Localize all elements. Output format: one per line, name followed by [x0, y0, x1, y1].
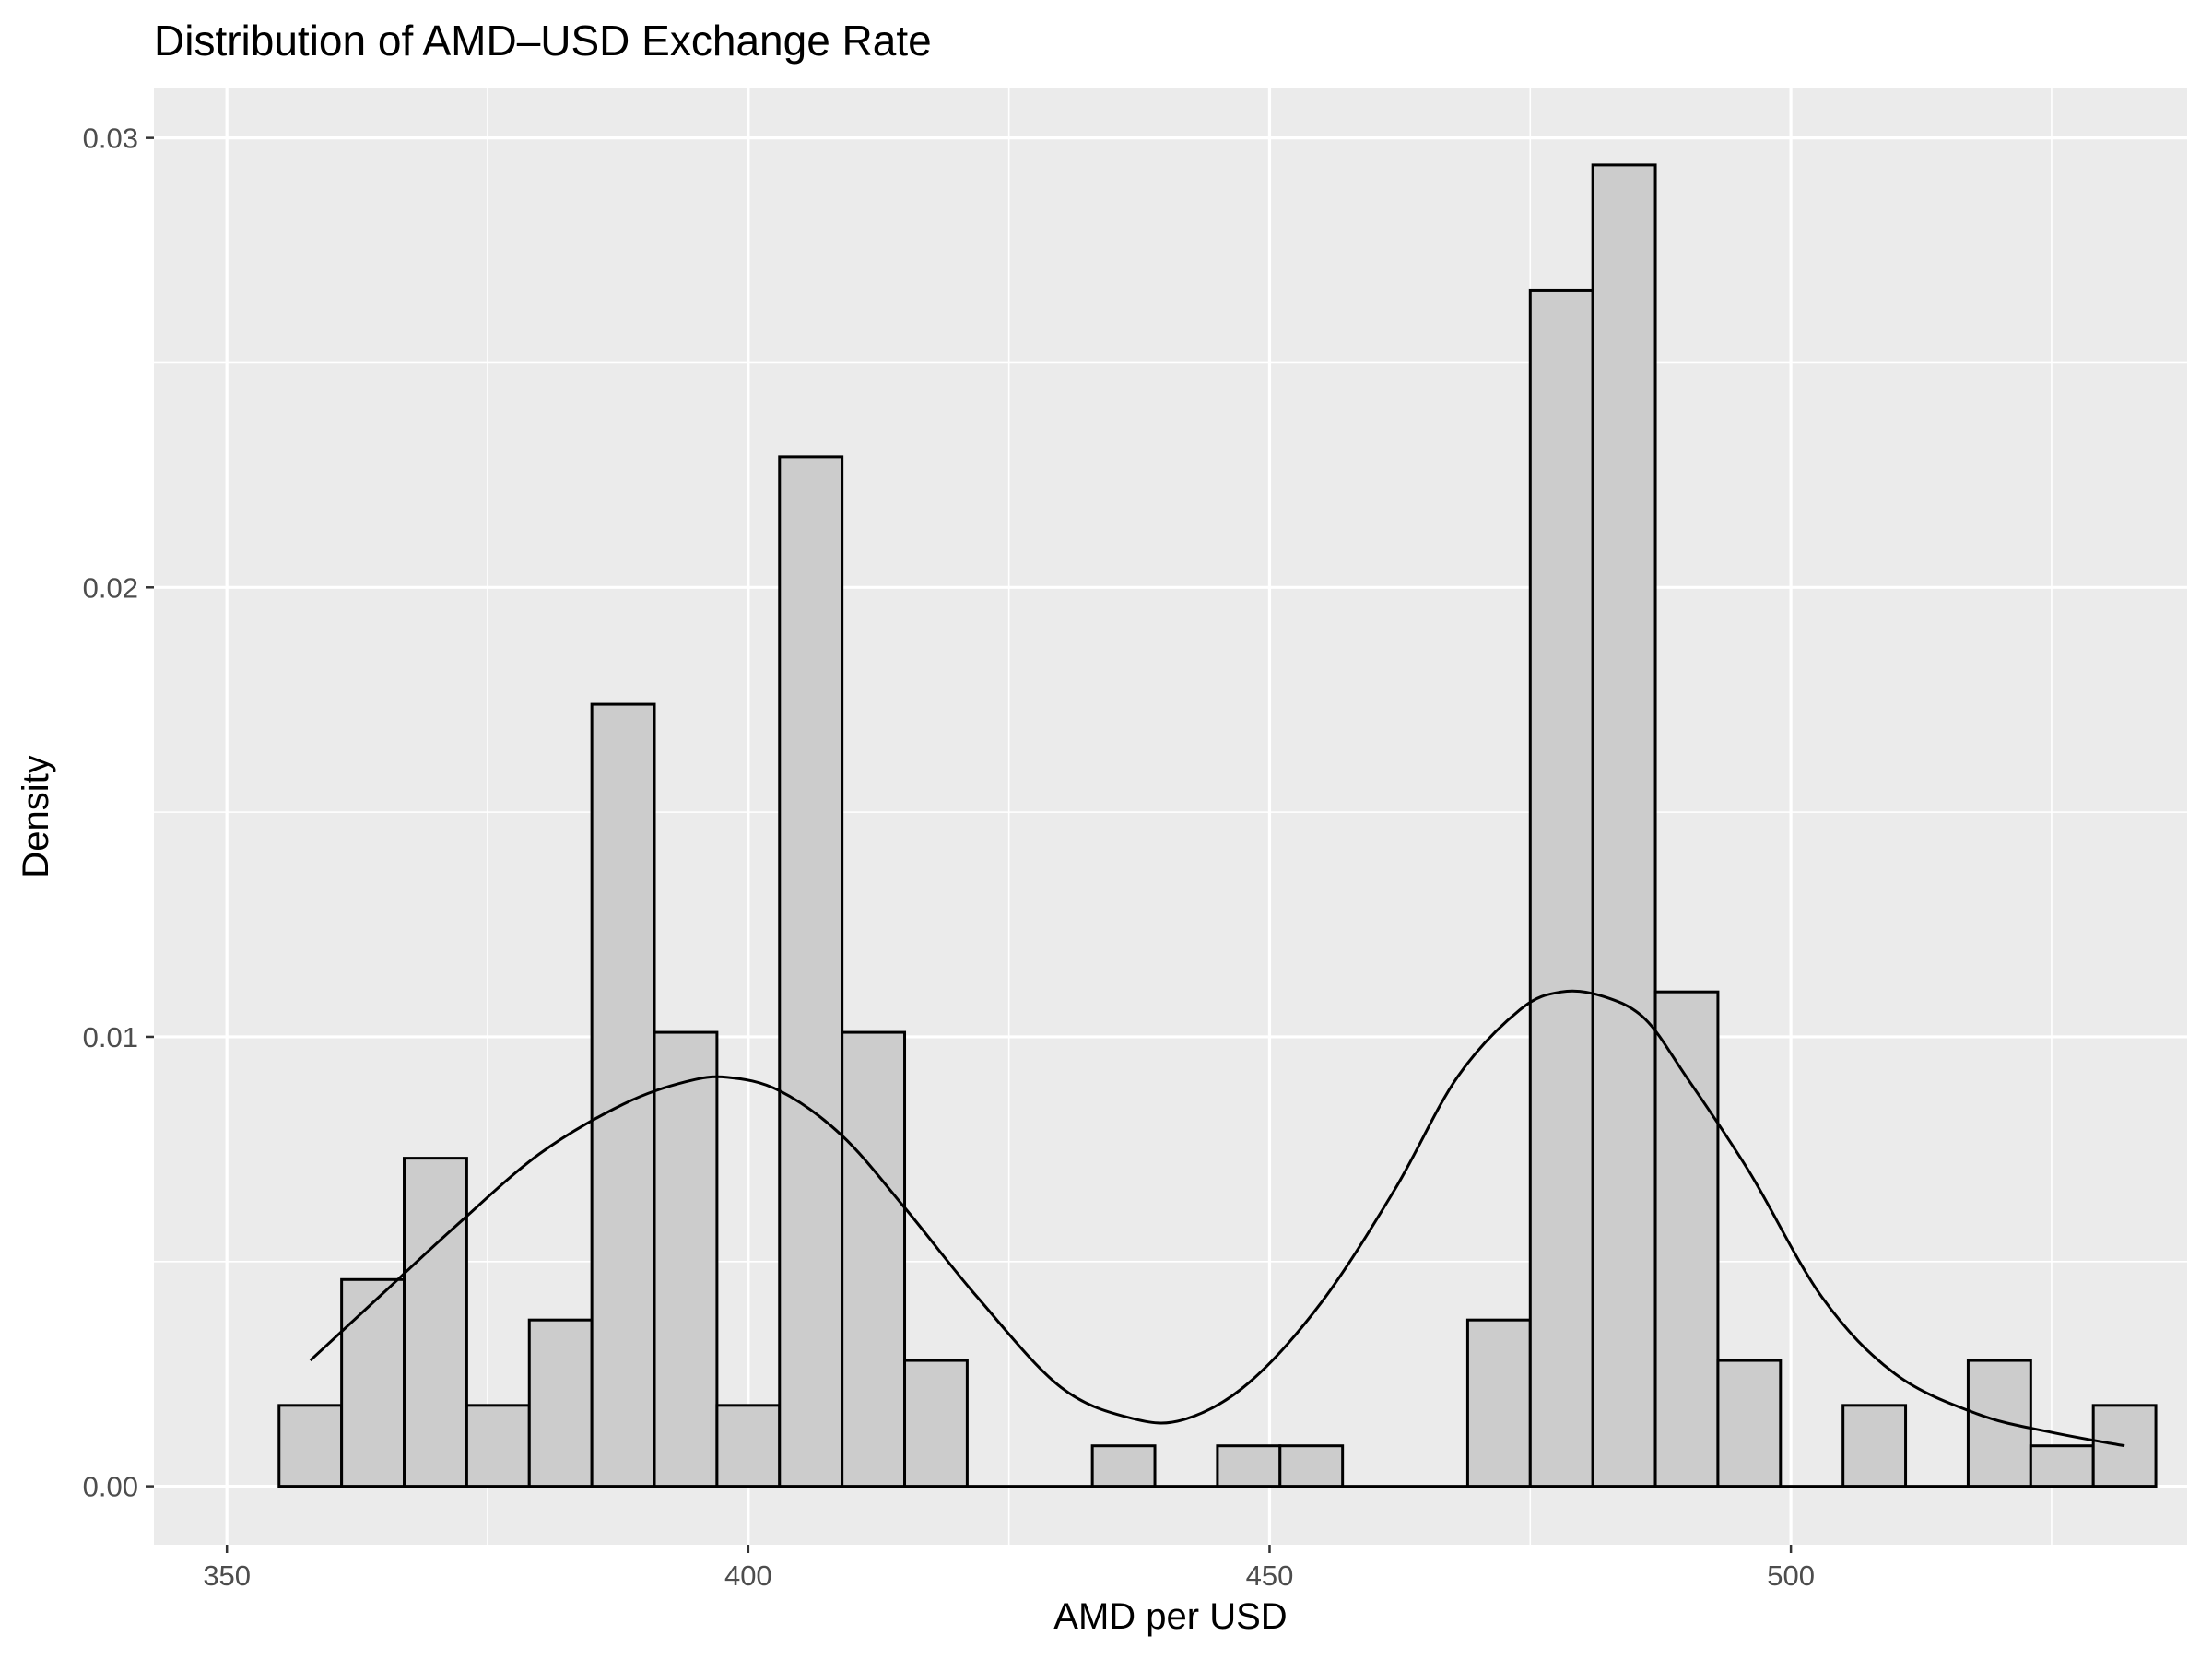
histogram-bar — [1653, 990, 1720, 1488]
histogram-bar — [1716, 1359, 1783, 1488]
histogram-bar — [1841, 1404, 1908, 1488]
y-tick-label: 0.03 — [83, 123, 138, 155]
histogram-bar — [903, 1359, 969, 1488]
histogram-bar — [1591, 163, 1657, 1488]
histogram-bar — [465, 1404, 531, 1488]
y-tick-label: 0.01 — [83, 1021, 138, 1053]
x-axis: 350 400 450 500 — [203, 1545, 1815, 1592]
y-axis-title: Density — [16, 755, 56, 877]
histogram-bar — [527, 1318, 594, 1488]
plot-panel — [154, 88, 2187, 1545]
x-tick-label: 450 — [1246, 1559, 1294, 1592]
histogram-bar — [841, 1030, 907, 1488]
chart-title: Distribution of AMD–USD Exchange Rate — [154, 17, 932, 65]
y-tick-label: 0.02 — [83, 571, 138, 604]
histogram-bar — [715, 1404, 782, 1488]
histogram-bar — [1216, 1444, 1282, 1488]
x-tick-label: 500 — [1767, 1559, 1815, 1592]
histogram-bar — [1465, 1318, 1532, 1488]
histogram-bar — [778, 455, 844, 1488]
histogram-bar — [1528, 288, 1594, 1488]
histogram-bar — [2029, 1444, 2095, 1488]
y-axis: 0.00 0.01 0.02 0.03 — [83, 123, 154, 1503]
histogram-bar — [1278, 1444, 1345, 1488]
density-curve-layer — [309, 989, 2125, 1448]
histogram-bars — [277, 163, 2158, 1488]
x-axis-title: AMD per USD — [1053, 1596, 1287, 1637]
x-tick-label: 350 — [203, 1559, 251, 1592]
histogram-bar — [1966, 1359, 2032, 1488]
histogram-bar — [1090, 1444, 1157, 1488]
histogram-bar — [277, 1404, 344, 1488]
histogram-bar — [340, 1277, 406, 1488]
y-tick-label: 0.00 — [83, 1471, 138, 1503]
x-tick-label: 400 — [724, 1559, 772, 1592]
histogram-bar — [653, 1030, 719, 1488]
density-curve — [309, 989, 2125, 1448]
histogram-bar — [403, 1157, 468, 1488]
